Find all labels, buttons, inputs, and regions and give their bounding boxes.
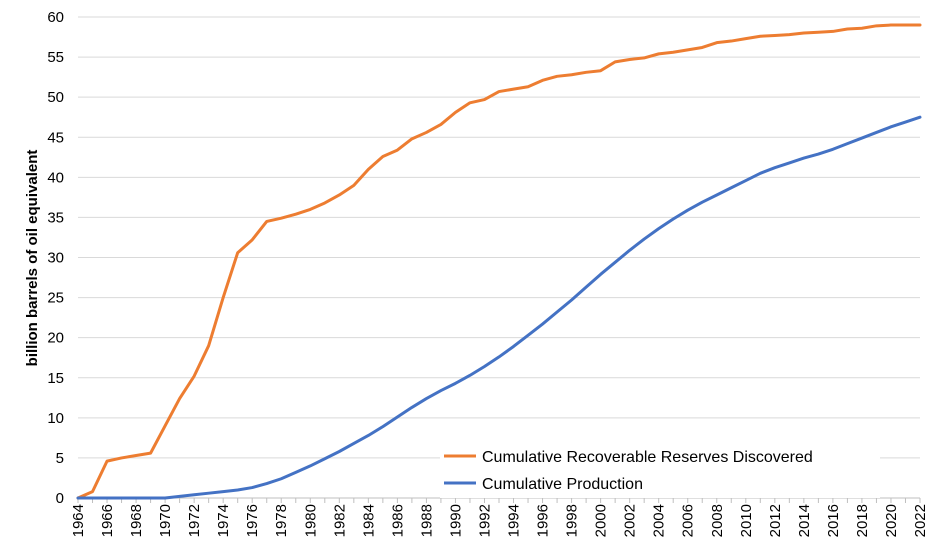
x-tick-labels: 1964 1966 1968 1970 1972 1974 1976 1978 1980 1982… xyxy=(70,504,929,537)
x-tick-label: 2000 xyxy=(593,504,610,537)
x-tick-label: 1964 xyxy=(70,504,87,537)
x-tick-label: 2018 xyxy=(854,504,871,537)
x-tick-label: 2004 xyxy=(651,504,668,537)
x-tick-label: 1990 xyxy=(447,504,464,537)
series-lines xyxy=(76,23,922,500)
y-tick-label: 20 xyxy=(47,330,64,347)
x-tick-label: 1974 xyxy=(215,504,232,537)
legend-background xyxy=(440,440,880,498)
gridlines xyxy=(78,16,920,459)
x-tick-label: 1994 xyxy=(506,504,523,537)
x-tick-label: 2014 xyxy=(796,504,813,537)
y-tick-label: 60 xyxy=(47,9,64,26)
x-tick-label: 1980 xyxy=(302,504,319,537)
x-tick-label: 1970 xyxy=(157,504,174,537)
y-tick-label: 0 xyxy=(56,490,64,507)
x-tick-label: 2022 xyxy=(912,504,929,537)
x-tick-label: 1986 xyxy=(389,504,406,537)
y-tick-label: 55 xyxy=(47,49,64,66)
x-tick-label: 2010 xyxy=(738,504,755,537)
y-tick-label: 45 xyxy=(47,129,64,146)
x-tick-label: 1966 xyxy=(99,504,116,537)
legend: Cumulative Recoverable Reserves Discover… xyxy=(440,440,880,498)
x-tick-label: 2012 xyxy=(767,504,784,537)
x-tick-label: 2016 xyxy=(825,504,842,537)
axes xyxy=(77,497,921,503)
x-tick-label: 1972 xyxy=(186,504,203,537)
x-tick-label: 1988 xyxy=(418,504,435,537)
series-line xyxy=(76,115,922,500)
series-line xyxy=(76,23,922,500)
y-tick-label: 50 xyxy=(47,89,64,106)
legend-entry: Cumulative Recoverable Reserves Discover… xyxy=(482,449,813,466)
x-tick-label: 1982 xyxy=(331,504,348,537)
x-tick-label: 1996 xyxy=(535,504,552,537)
x-tick-label: 1998 xyxy=(564,504,581,537)
y-tick-label: 30 xyxy=(47,250,64,267)
x-tick-label: 2008 xyxy=(709,504,726,537)
x-tick-label: 1968 xyxy=(128,504,145,537)
x-tick-label: 2020 xyxy=(883,504,900,537)
x-tick-label: 1978 xyxy=(273,504,290,537)
y-tick-label: 5 xyxy=(56,450,64,467)
y-tick-label: 15 xyxy=(47,370,64,387)
x-tick-label: 2006 xyxy=(680,504,697,537)
y-tick-label: 10 xyxy=(47,410,64,427)
x-tick-label: 1984 xyxy=(360,504,377,537)
y-axis-title: billion barrels of oil equivalent xyxy=(24,150,41,367)
y-tick-label: 40 xyxy=(47,169,64,186)
x-tick-label: 2002 xyxy=(622,504,639,537)
y-tick-label: 35 xyxy=(47,209,64,226)
x-tick-label: 1992 xyxy=(476,504,493,537)
y-tick-labels: 0 5 10 15 20 25 30 35 40 45 50 55 60 xyxy=(47,9,64,507)
x-tick-label: 1976 xyxy=(244,504,261,537)
y-tick-label: 25 xyxy=(47,290,64,307)
legend-entry: Cumulative Production xyxy=(482,476,643,493)
